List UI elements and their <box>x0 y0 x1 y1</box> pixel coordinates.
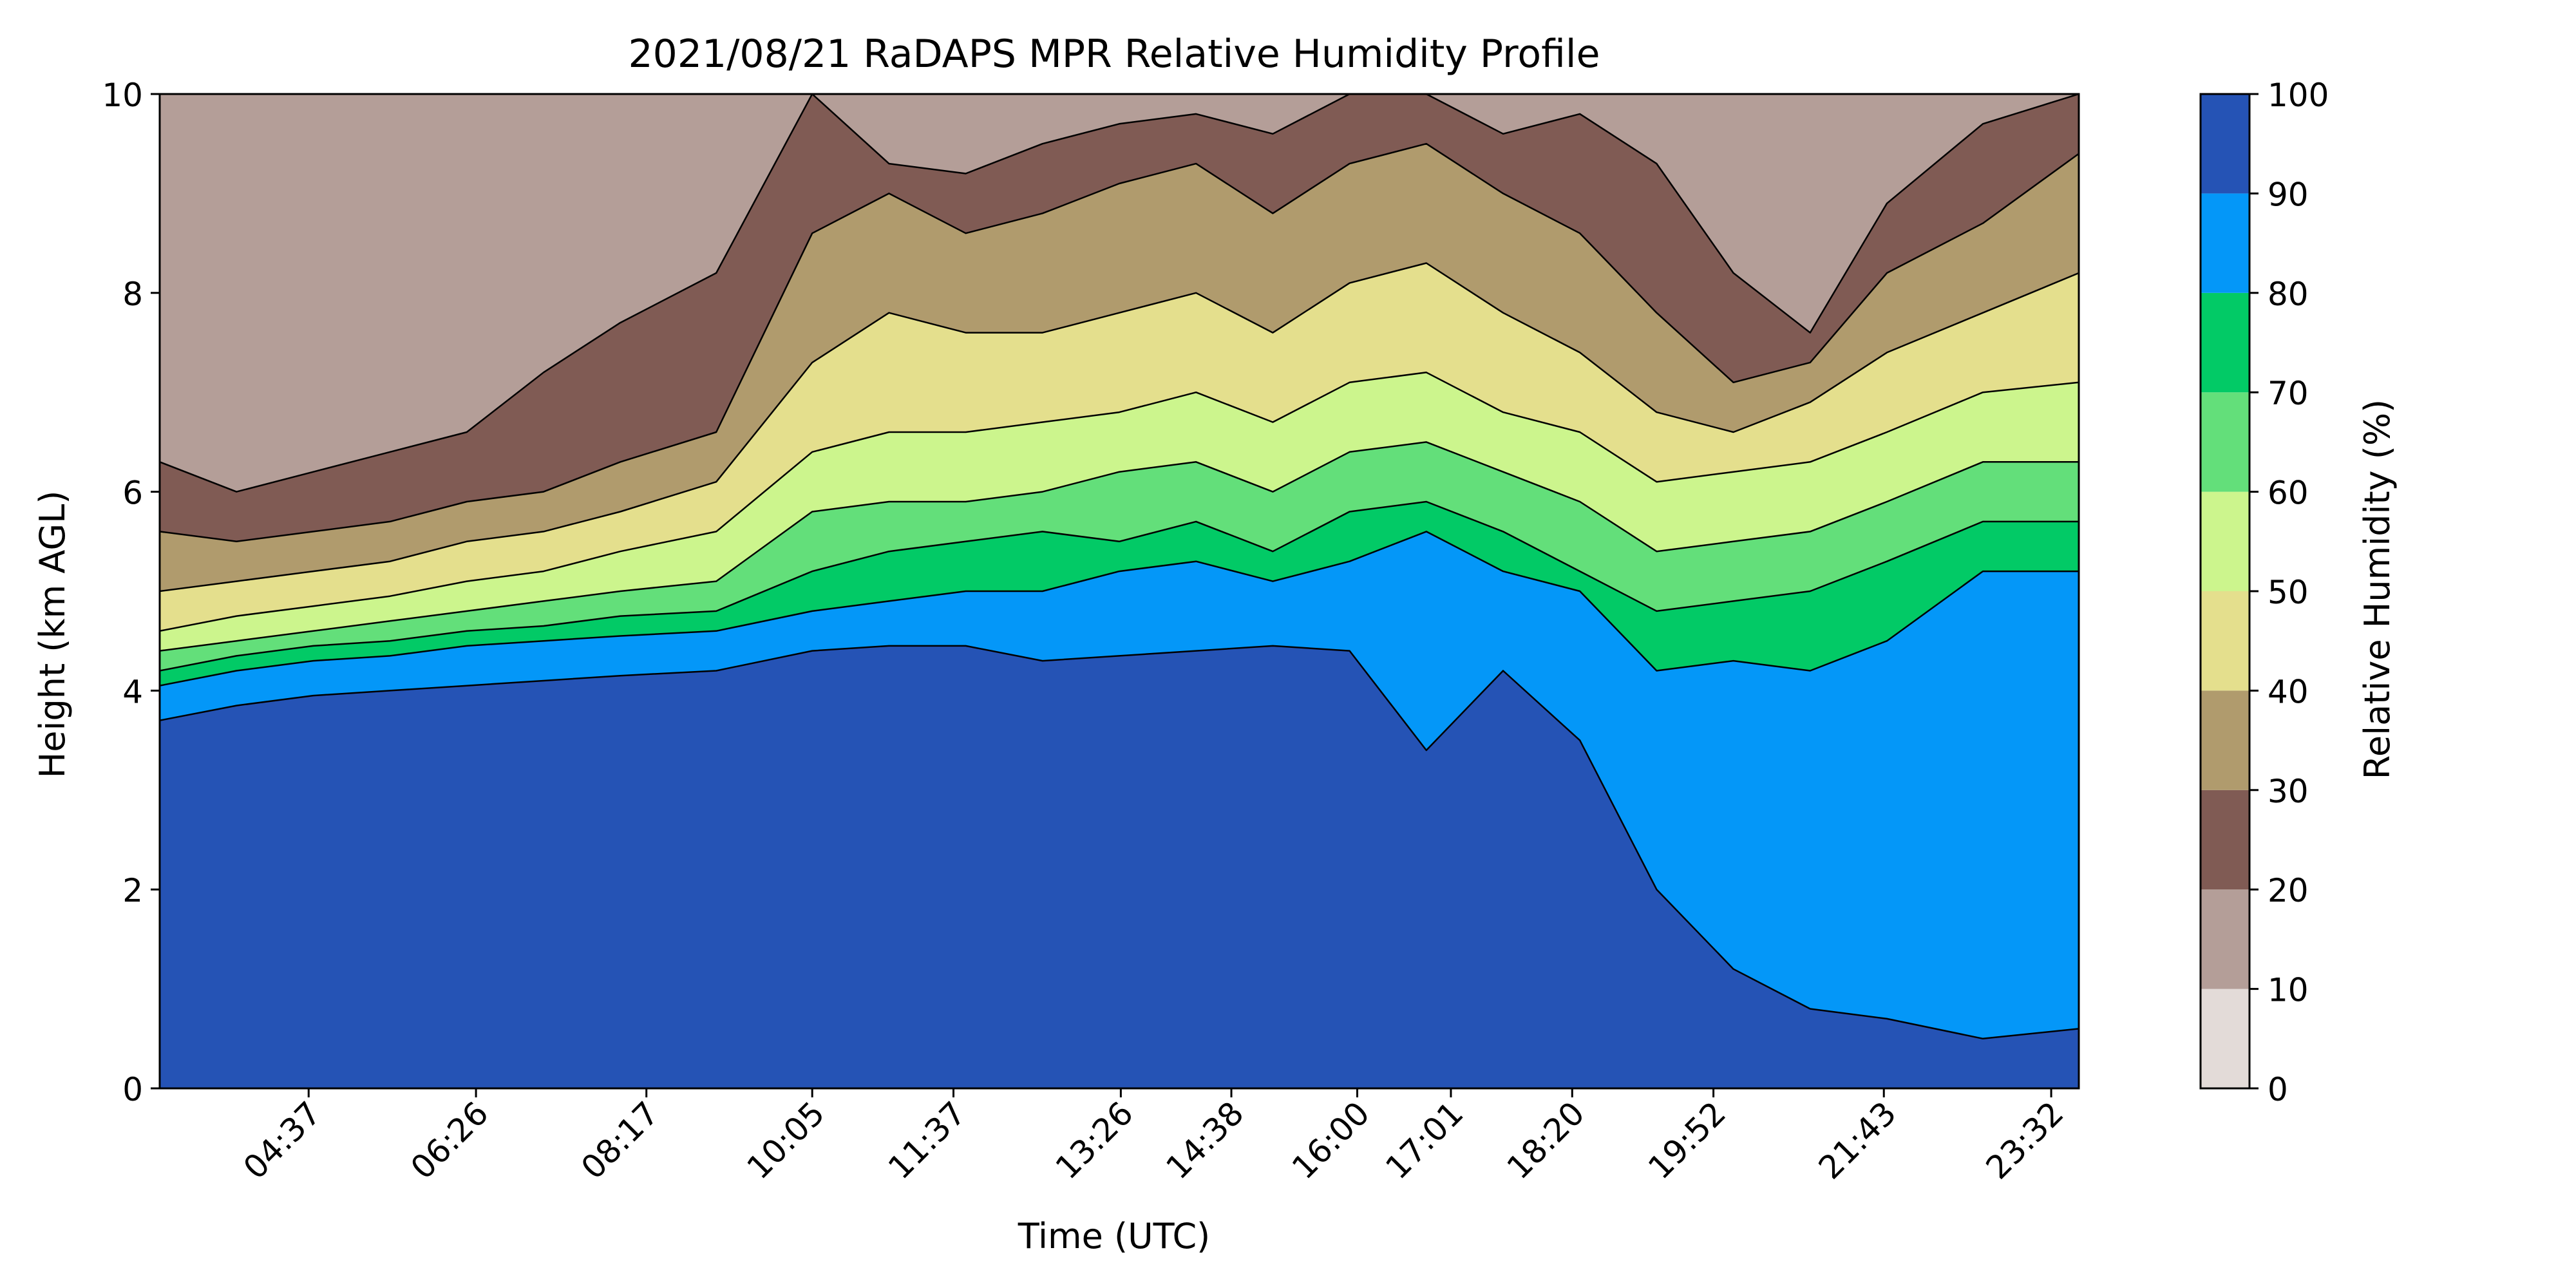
colorbar-segment <box>2201 591 2249 691</box>
colorbar-segment <box>2201 989 2249 1088</box>
plot-area <box>160 94 2079 1088</box>
colorbar-tick-label: 30 <box>2268 773 2309 810</box>
colorbar-tick-label: 80 <box>2268 276 2309 313</box>
colorbar-tick-label: 100 <box>2268 77 2329 114</box>
x-tick-label: 10:05 <box>740 1094 832 1186</box>
x-tick-label: 04:37 <box>236 1094 328 1186</box>
x-tick-label: 18:20 <box>1500 1094 1592 1186</box>
colorbar-tick-label: 20 <box>2268 872 2309 909</box>
colorbar-segment <box>2201 690 2249 790</box>
colorbar-segment <box>2201 790 2249 890</box>
colorbar-tick-label: 90 <box>2268 176 2309 213</box>
x-tick-label: 11:37 <box>881 1094 973 1186</box>
y-tick-label: 4 <box>122 673 143 710</box>
colorbar-segment <box>2201 292 2249 393</box>
colorbar-segment <box>2201 193 2249 293</box>
x-axis-label: Time (UTC) <box>1018 1216 1211 1256</box>
y-tick-label: 8 <box>122 276 143 313</box>
colorbar-tick-label: 10 <box>2268 972 2309 1009</box>
x-tick-label: 06:26 <box>404 1094 496 1186</box>
colorbar-label: Relative Humidity (%) <box>2357 399 2398 779</box>
colorbar-segment <box>2201 889 2249 989</box>
colorbar-tick-label: 70 <box>2268 375 2309 412</box>
colorbar-tick-label: 60 <box>2268 475 2309 512</box>
chart-title: 2021/08/21 RaDAPS MPR Relative Humidity … <box>629 32 1600 77</box>
colorbar-tick-label: 50 <box>2268 574 2309 611</box>
y-tick-label: 6 <box>122 475 143 512</box>
x-tick-label: 21:43 <box>1812 1094 1904 1186</box>
x-tick-label: 08:17 <box>574 1094 666 1186</box>
colorbar-segment <box>2201 491 2249 591</box>
colorbar-tick-label: 40 <box>2268 673 2309 710</box>
x-tick-label: 17:01 <box>1379 1094 1471 1186</box>
colorbar-segment <box>2201 94 2249 194</box>
x-tick-label: 23:32 <box>1979 1094 2071 1186</box>
x-tick-label: 16:00 <box>1285 1094 1377 1186</box>
colorbar-segment <box>2201 392 2249 492</box>
y-tick-label: 2 <box>122 872 143 909</box>
y-axis-label: Height (km AGL) <box>32 491 73 779</box>
y-tick-label: 10 <box>102 77 143 114</box>
colorbar: 0 10 20 30 40 50 60 70 80 90 100 <box>2199 77 2329 1108</box>
colorbar-tick-label: 0 <box>2268 1071 2288 1108</box>
plot-frame <box>158 93 2080 1090</box>
y-tick-label: 0 <box>122 1071 143 1108</box>
contour-band-90 <box>160 645 2079 1088</box>
x-tick-label: 19:52 <box>1641 1094 1733 1186</box>
x-tick-label: 14:38 <box>1159 1094 1251 1186</box>
x-tick-label: 13:26 <box>1048 1094 1141 1186</box>
